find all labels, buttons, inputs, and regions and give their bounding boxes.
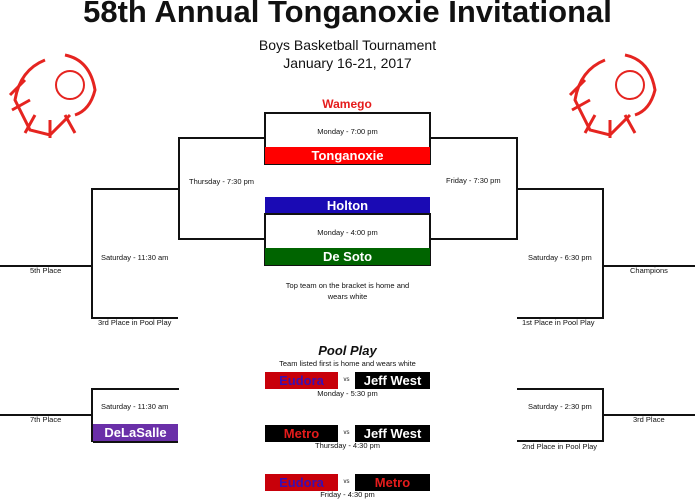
pool-game2-home: Metro [265,425,338,442]
bracket-line [430,137,518,139]
pool-game3-home: Eudora [265,474,338,491]
pool-game1-time: Monday - 5:30 pm [317,389,378,398]
semi-left-time: Thursday - 7:30 pm [189,177,255,186]
bracket-line [430,238,518,240]
pool-game3-time: Friday - 4:30 pm [320,490,375,499]
champions-label: Champions [630,266,668,275]
bracket-line [602,265,695,267]
bracket-line [517,388,604,390]
bracket-line [517,440,604,442]
seventh-place-label: 7th Place [30,415,62,424]
pool-game2-time: Thursday - 4:30 pm [314,441,381,450]
pool-game3-vs: vs [343,479,350,485]
pool-play-title: Pool Play [318,343,377,358]
fifth-opponent: 3rd Place in Pool Play [98,318,172,327]
top-seed-wamego: Wamego [322,97,372,111]
fifth-place-label: 5th Place [30,266,62,275]
bracket-line [178,137,180,240]
team-tonganoxie: Tonganoxie [265,147,430,164]
indian-head-logo-left [8,53,97,138]
bracket-line [602,188,604,319]
pool-game3-away: Metro [355,474,430,491]
semi-right-time: Friday - 7:30 pm [446,176,501,185]
page-title: 58th Annual Tonganoxie Invitational [83,0,612,29]
third-opponent: 2nd Place in Pool Play [522,442,598,451]
subtitle: Boys Basketball Tournament [258,37,437,53]
pool-game1-home: Eudora [265,372,338,389]
pool-game2-vs: vs [343,430,350,436]
final-game-time: Saturday - 6:30 pm [528,253,592,262]
pool-play-note: Team listed first is home and wears whit… [279,359,416,368]
bracket-line [516,188,604,190]
bracket-line [178,137,264,139]
bracket-line [91,188,93,319]
bracket-note: Top team on the bracket is home and wear… [285,281,410,301]
bracket-line [91,188,179,190]
third-game-time: Saturday - 2:30 pm [528,402,592,411]
bracket-line [0,414,92,416]
game1-time: Monday - 7:00 pm [317,127,378,136]
team-holton: Holton [265,197,430,214]
game2-time: Monday - 4:00 pm [317,228,378,237]
pool-game1-away: Jeff West [355,372,430,389]
pool-game2-away: Jeff West [355,425,430,442]
bracket-line [517,317,604,319]
bracket-line [178,238,264,240]
fifth-game-time: Saturday - 11:30 am [101,253,169,262]
bracket-line [91,317,178,319]
indian-head-logo-right [568,53,657,138]
third-place-label: 3rd Place [633,415,665,424]
bracket-line [91,388,93,442]
pool-game1-vs: vs [343,377,350,383]
bracket-line [602,414,695,416]
bracket-line [0,265,92,267]
final-opponent: 1st Place in Pool Play [522,318,595,327]
team-delasalle: DeLaSalle [93,424,178,443]
bracket-line [91,388,179,390]
dates: January 16-21, 2017 [283,55,412,71]
team-de-soto: De Soto [265,248,430,265]
seventh-game-time: Saturday - 11:30 am [101,402,169,411]
